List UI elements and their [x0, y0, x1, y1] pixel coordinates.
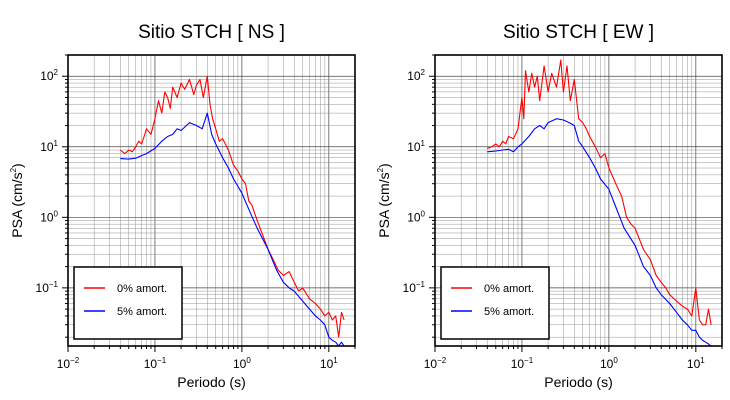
y-axis-label-end: ): [376, 163, 392, 168]
tick-base: 10: [40, 69, 54, 83]
legend: 0% amort. 5% amort.: [73, 266, 183, 340]
x-tick-label: 100: [233, 356, 251, 371]
chart-panel-ew: Sitio STCH [ EW ]10−2 10−1 100 10110−110010…: [376, 22, 723, 390]
legend-label-amort-0: 0% amort.: [117, 283, 167, 295]
tick-exponent: 1: [333, 356, 338, 365]
legend-label-amort-5: 5% amort.: [117, 306, 167, 318]
tick-base: 10: [407, 69, 421, 83]
tick-exponent: 1: [421, 139, 426, 148]
x-tick-label: 101: [320, 356, 338, 371]
tick-exponent: 1: [700, 356, 705, 365]
axis-ticks: [62, 54, 356, 352]
tick-exponent: −1: [524, 356, 534, 365]
y-tick-label: 102: [407, 68, 425, 83]
x-tick-label: 10−2: [424, 356, 447, 371]
grid: [67, 54, 356, 346]
tick-base: 10: [407, 140, 421, 154]
y-axis-label-sup: 2: [9, 167, 18, 172]
tick-exponent: 2: [54, 68, 59, 77]
tick-base: 10: [403, 281, 417, 295]
tick-base: 10: [144, 357, 158, 371]
tick-base: 10: [36, 281, 50, 295]
x-tick-label: 10−2: [57, 356, 80, 371]
tick-base: 10: [600, 357, 614, 371]
y-tick-label: 10−1: [36, 280, 59, 295]
legend-box: [73, 266, 183, 340]
chart-title: Sitio STCH [ EW ]: [503, 22, 654, 43]
y-axis-label-main: PSA (cm/s: [9, 172, 25, 237]
x-tick-label: 100: [600, 356, 618, 371]
tick-base: 10: [320, 357, 334, 371]
series-lines: [119, 75, 345, 346]
tick-base: 10: [40, 210, 54, 224]
tick-base: 10: [233, 357, 247, 371]
y-axis-label-end: ): [9, 163, 25, 168]
series-lines: [487, 59, 712, 346]
tick-base: 10: [40, 140, 54, 154]
x-axis-label: Periodo (s): [177, 374, 245, 390]
tick-base: 10: [57, 357, 71, 371]
y-axis-label-sup: 2: [376, 167, 385, 172]
tick-exponent: 0: [421, 209, 426, 218]
y-axis-label-main: PSA (cm/s: [376, 172, 392, 237]
series-line-amort-0: [119, 75, 345, 338]
tick-exponent: 0: [54, 209, 59, 218]
plot-frame: [67, 54, 356, 347]
chart-title: Sitio STCH [ NS ]: [138, 22, 285, 43]
y-axis-label: PSA (cm/s2): [9, 163, 25, 237]
tick-exponent: 0: [246, 356, 251, 365]
tick-base: 10: [407, 210, 421, 224]
series-line-amort-5: [120, 112, 345, 346]
x-axis-label: Periodo (s): [544, 374, 612, 390]
x-tick-label: 10−1: [144, 356, 167, 371]
y-tick-label: 100: [40, 209, 58, 224]
y-tick-label: 10−1: [403, 280, 426, 295]
series-line-amort-0: [487, 59, 712, 326]
chart-panel-ns: Sitio STCH [ NS ]10−2 10−1 100 10110−110010…: [9, 22, 356, 390]
tick-exponent: −2: [437, 356, 447, 365]
tick-exponent: −1: [157, 356, 167, 365]
tick-exponent: −2: [70, 356, 80, 365]
y-tick-label: 101: [40, 139, 58, 154]
x-tick-label: 101: [687, 356, 705, 371]
tick-base: 10: [424, 357, 438, 371]
tick-exponent: −1: [416, 280, 426, 289]
series-line-amort-5: [487, 118, 712, 346]
plot-frame: [434, 54, 723, 347]
y-tick-label: 101: [407, 139, 425, 154]
tick-exponent: 1: [54, 139, 59, 148]
legend: 0% amort. 5% amort.: [440, 266, 550, 340]
tick-base: 10: [511, 357, 525, 371]
legend-box: [440, 266, 550, 340]
tick-exponent: −1: [49, 280, 59, 289]
y-tick-label: 100: [407, 209, 425, 224]
tick-exponent: 2: [421, 68, 426, 77]
y-tick-label: 102: [40, 68, 58, 83]
tick-exponent: 0: [613, 356, 618, 365]
y-axis-label: PSA (cm/s2): [376, 163, 392, 237]
legend-label-amort-0: 0% amort.: [484, 283, 534, 295]
x-tick-label: 10−1: [511, 356, 534, 371]
tick-base: 10: [687, 357, 701, 371]
legend-label-amort-5: 5% amort.: [484, 306, 534, 318]
